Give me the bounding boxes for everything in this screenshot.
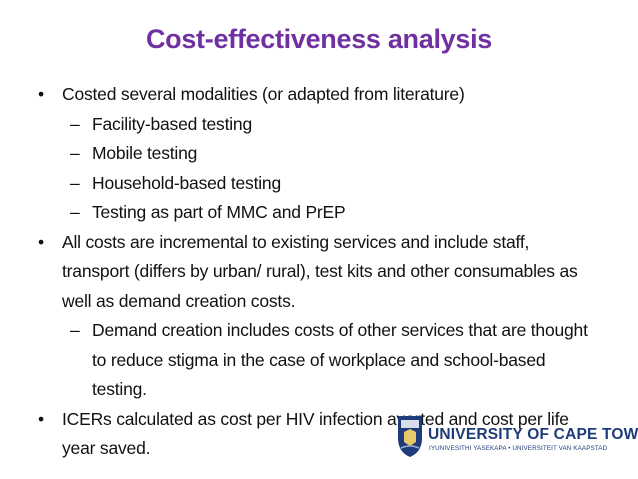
- university-logo: UNIVERSITY OF CAPE TOWN IYUNIVESITHI YAS…: [396, 412, 638, 462]
- sub-bullet-marker: –: [70, 113, 80, 134]
- sub-bullet: – Household-based testing: [38, 169, 598, 199]
- sub-bullet-marker: –: [70, 172, 80, 193]
- sub-bullet-text: Mobile testing: [92, 143, 198, 163]
- crest: [398, 416, 422, 457]
- sub-bullet-text: Facility-based testing: [92, 113, 252, 134]
- sub-bullet-text: Demand creation includes costs of other …: [92, 320, 588, 399]
- sub-bullet: – Mobile testing: [38, 139, 598, 169]
- sub-bullet-marker: –: [70, 320, 80, 340]
- bullet-marker: •: [38, 408, 44, 429]
- sub-bullet-marker: –: [70, 143, 80, 163]
- sub-bullet-text: Household-based testing: [92, 172, 282, 193]
- bullet-text: ICERs calculated as cost per HIV infecti…: [62, 408, 569, 459]
- bullet-list: • Costed several modalities (or adapted f…: [38, 80, 598, 464]
- bullet: • Costed several modalities (or adapted f…: [38, 80, 598, 110]
- bullet-text: All costs are incremental to existing se…: [62, 231, 578, 311]
- sub-bullet: – Testing as part of MMC and PrEP: [38, 198, 598, 228]
- sub-bullet-marker: –: [70, 202, 80, 222]
- bullet: • ICERs calculated as cost per HIV infect…: [38, 405, 598, 464]
- bullet-marker: •: [38, 84, 44, 104]
- slide-title: Cost-effectiveness analysis: [145, 24, 493, 54]
- logo-name: UNIVERSITY OF CAPE TOWN: [428, 426, 638, 443]
- bullet-marker: •: [38, 231, 44, 252]
- sub-bullet-text: Testing as part of MMC and PrEP: [92, 202, 346, 222]
- sub-bullet: – Facility-based testing: [38, 110, 598, 140]
- bullet: • All costs are incremental to existing s…: [38, 228, 598, 317]
- sub-bullet: – Demand creation includes costs of other…: [38, 316, 598, 405]
- logo-tagline: IYUNIVESITHI YASEKAPA • UNIVERSITEIT VAN…: [429, 445, 608, 452]
- bullet-text: Costed several modalities (or adapted fr…: [62, 84, 465, 104]
